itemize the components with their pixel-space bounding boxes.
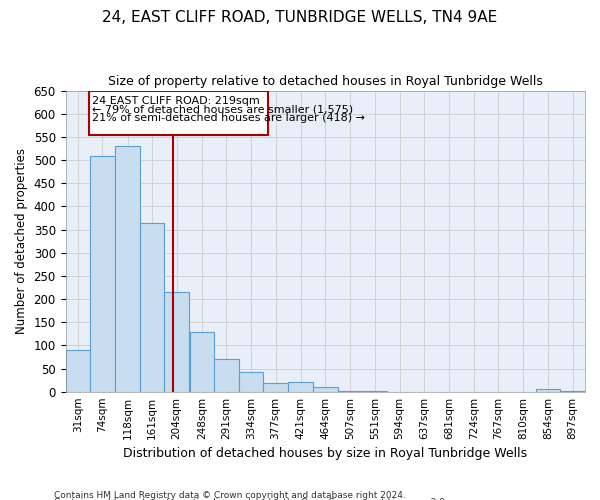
Y-axis label: Number of detached properties: Number of detached properties (15, 148, 28, 334)
Bar (289, 382, 313, 392)
Text: Contains HM Land Registry data © Crown copyright and database right 2024.: Contains HM Land Registry data © Crown c… (54, 490, 406, 500)
Bar (263, 384, 288, 392)
Bar (313, 387, 338, 392)
Text: 24 EAST CLIFF ROAD: 219sqm: 24 EAST CLIFF ROAD: 219sqm (92, 96, 260, 106)
Bar (90, 156, 115, 392)
Bar (536, 390, 560, 392)
X-axis label: Distribution of detached houses by size in Royal Tunbridge Wells: Distribution of detached houses by size … (123, 447, 527, 460)
Text: Contains public sector information licensed under the Open Government Licence v3: Contains public sector information licen… (54, 498, 448, 500)
Title: Size of property relative to detached houses in Royal Tunbridge Wells: Size of property relative to detached ho… (108, 75, 543, 88)
Bar (65, 350, 90, 392)
Text: 24, EAST CLIFF ROAD, TUNBRIDGE WELLS, TN4 9AE: 24, EAST CLIFF ROAD, TUNBRIDGE WELLS, TN… (103, 10, 497, 25)
Bar (140, 222, 164, 392)
Text: 21% of semi-detached houses are larger (418) →: 21% of semi-detached houses are larger (… (92, 113, 365, 123)
Bar (362, 391, 387, 392)
Bar (214, 360, 239, 392)
Bar (190, 332, 214, 392)
Bar (164, 292, 189, 392)
Text: ← 79% of detached houses are smaller (1,575): ← 79% of detached houses are smaller (1,… (92, 104, 353, 115)
Bar (115, 146, 140, 392)
Bar (239, 372, 263, 392)
FancyBboxPatch shape (89, 92, 268, 134)
Bar (338, 391, 362, 392)
Bar (560, 391, 585, 392)
